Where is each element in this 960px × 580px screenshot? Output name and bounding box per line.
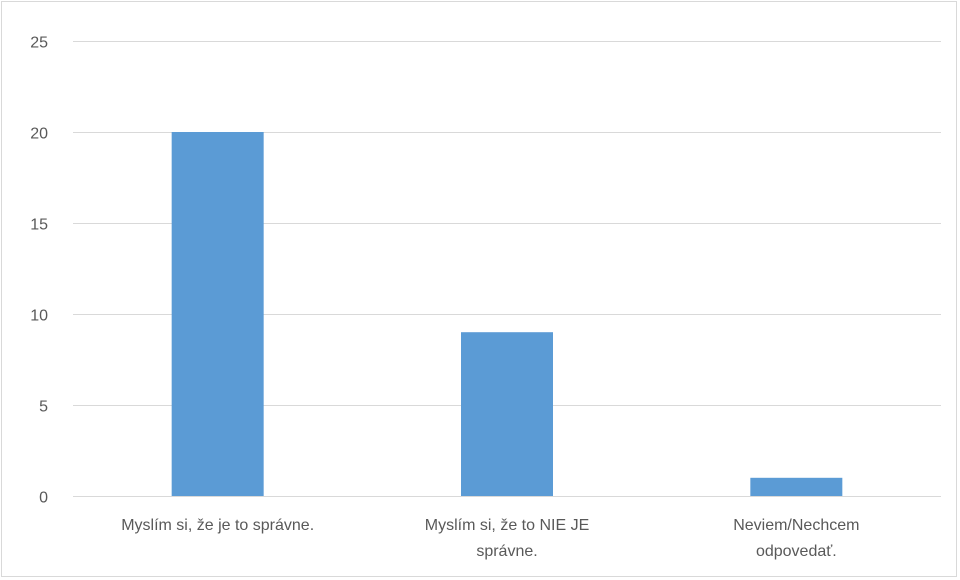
y-axis-ticks: 0 5 10 15 20 25 <box>30 35 48 507</box>
y-tick-label: 10 <box>30 308 48 325</box>
x-category-label: Myslím si, že je to správne. <box>121 517 314 534</box>
y-tick-label: 15 <box>30 217 48 234</box>
bar <box>750 477 843 496</box>
x-category-label: Myslím si, že to NIE JE správne. <box>425 517 589 560</box>
bar <box>461 332 553 496</box>
x-axis-labels: Myslím si, že je to správne. Myslím si, ž… <box>121 517 859 560</box>
y-tick-label: 0 <box>39 490 48 507</box>
y-tick-label: 20 <box>30 126 48 143</box>
y-tick-label: 5 <box>39 399 48 416</box>
x-category-label: Neviem/Nechcem odpovedať. <box>733 517 859 560</box>
bar <box>171 132 264 496</box>
y-tick-label: 25 <box>30 35 48 52</box>
bars <box>171 132 843 496</box>
